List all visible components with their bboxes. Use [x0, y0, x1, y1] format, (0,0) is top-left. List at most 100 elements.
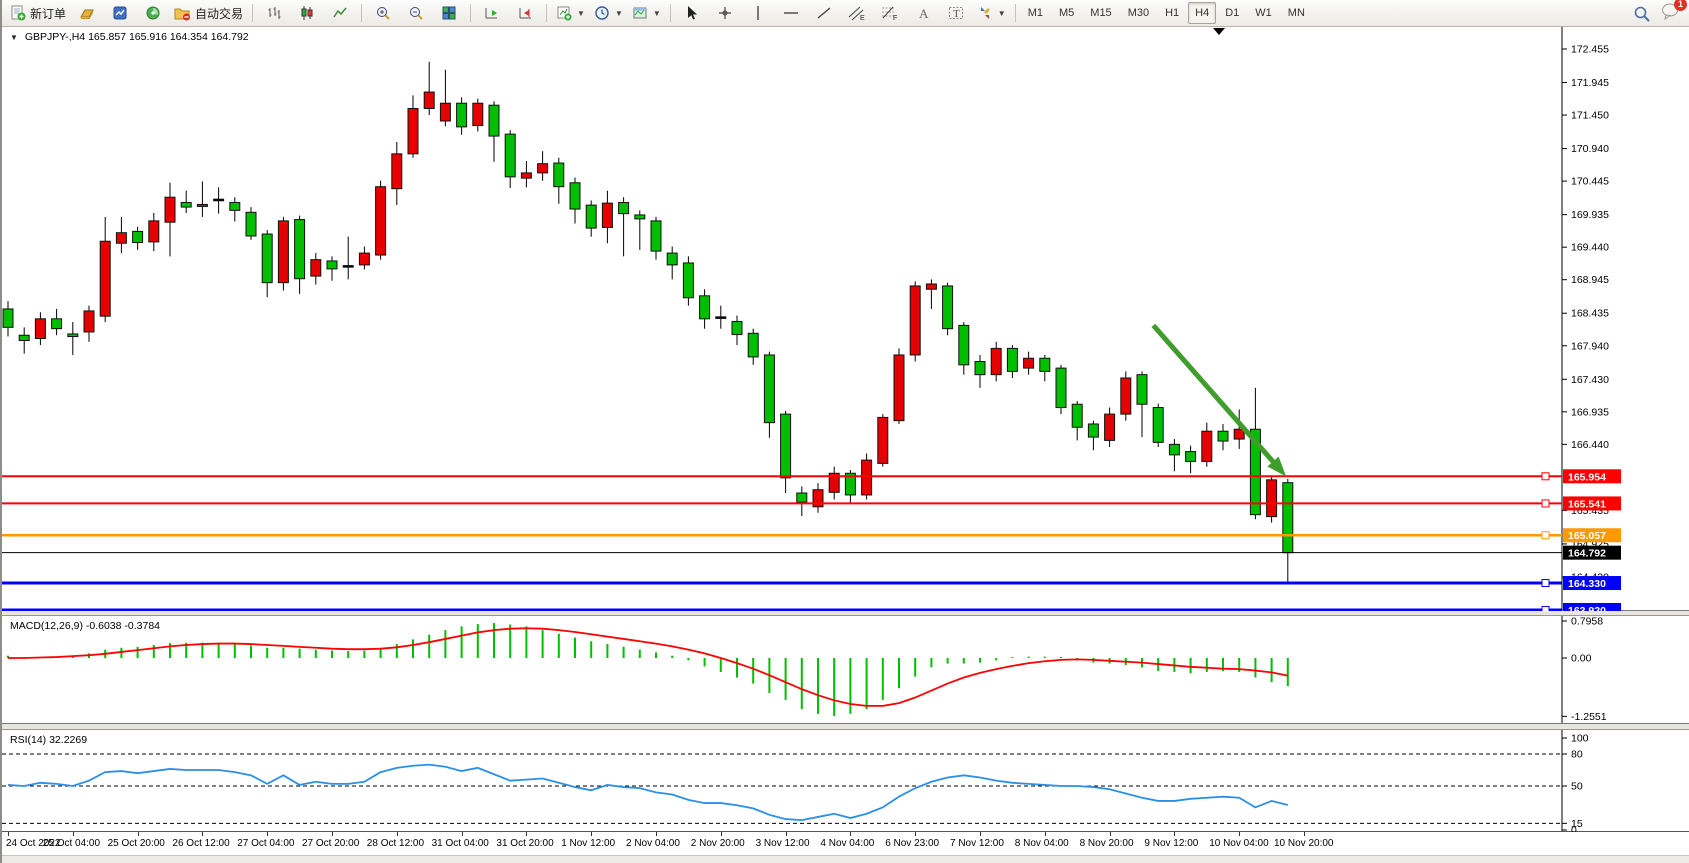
arrows-dropdown[interactable]: ▼: [973, 2, 1010, 24]
candle[interactable]: [132, 226, 144, 250]
candle[interactable]: [148, 212, 160, 252]
candle[interactable]: [828, 466, 840, 500]
candle[interactable]: [423, 61, 435, 116]
candle[interactable]: [439, 69, 451, 127]
candle[interactable]: [699, 289, 711, 329]
line-handle[interactable]: [1541, 499, 1550, 508]
candle[interactable]: [245, 207, 257, 240]
new-chart-dropdown[interactable]: ▼: [552, 2, 589, 24]
candle[interactable]: [407, 95, 419, 158]
time-axis[interactable]: 24 Oct 2022 25 Oct 04:00 25 Oct 20:00 26 Oc…: [2, 832, 1689, 863]
candle[interactable]: [358, 246, 370, 270]
search-icon[interactable]: [1633, 5, 1651, 23]
timeframe-button-H4[interactable]: H4: [1188, 2, 1217, 24]
candle[interactable]: [909, 281, 921, 362]
line-handle[interactable]: [1541, 531, 1550, 540]
candle[interactable]: [2, 301, 14, 337]
data-window-button[interactable]: [104, 2, 136, 24]
price-line-label-165.057[interactable]: 165.057: [1563, 528, 1621, 543]
strategy-tester-button[interactable]: [137, 2, 169, 24]
candle[interactable]: [51, 308, 63, 336]
candle[interactable]: [650, 216, 662, 260]
tile-windows-button[interactable]: [433, 2, 465, 24]
candle[interactable]: [1039, 354, 1051, 382]
notifications-button[interactable]: 1: [1661, 0, 1687, 25]
candle[interactable]: [310, 253, 322, 285]
cursor-button[interactable]: [676, 2, 708, 24]
candle[interactable]: [1152, 403, 1164, 447]
candle[interactable]: [1071, 400, 1083, 441]
chart-shift-marker[interactable]: [1213, 28, 1225, 35]
candle[interactable]: [1087, 420, 1099, 451]
timeframe-button-M1[interactable]: M1: [1027, 7, 1043, 19]
line-handle[interactable]: [1541, 579, 1550, 588]
candle[interactable]: [763, 351, 775, 438]
text-label-button[interactable]: T: [940, 2, 972, 24]
candle[interactable]: [1006, 345, 1018, 378]
auto-scroll-button[interactable]: [476, 2, 508, 24]
candle[interactable]: [180, 190, 192, 213]
candle[interactable]: [537, 151, 549, 181]
price-line-label-164.792[interactable]: 164.792: [1563, 545, 1621, 560]
candle[interactable]: [472, 98, 484, 132]
candle[interactable]: [666, 246, 678, 280]
candle[interactable]: [213, 187, 225, 214]
price-line-label-165.541[interactable]: 165.541: [1563, 496, 1621, 511]
candle[interactable]: [1185, 445, 1197, 474]
candle[interactable]: [682, 256, 694, 306]
timeframe-button-MN[interactable]: MN: [1287, 7, 1305, 19]
periods-dropdown[interactable]: ▼: [590, 2, 627, 24]
candle[interactable]: [67, 322, 79, 355]
candle[interactable]: [261, 230, 273, 298]
candle[interactable]: [342, 236, 354, 280]
crosshair-button[interactable]: [709, 2, 741, 24]
equidistant-channel-button[interactable]: E: [841, 2, 873, 24]
horizontal-line-button[interactable]: [775, 2, 807, 24]
candlestick-chart-button[interactable]: [291, 2, 323, 24]
candle[interactable]: [812, 483, 824, 513]
trend-arrow[interactable]: [1151, 323, 1287, 477]
new-order-button[interactable]: 新订单: [6, 2, 70, 24]
candle[interactable]: [115, 216, 127, 254]
candle[interactable]: [780, 410, 792, 493]
candle[interactable]: [925, 279, 937, 309]
candle[interactable]: [83, 305, 95, 342]
vertical-line-button[interactable]: [742, 2, 774, 24]
candle[interactable]: [196, 181, 208, 217]
bar-chart-button[interactable]: [258, 2, 290, 24]
candle[interactable]: [1055, 364, 1067, 415]
candle[interactable]: [1023, 351, 1035, 375]
timeframe-button-M30[interactable]: M30: [1127, 7, 1150, 19]
candle[interactable]: [715, 305, 727, 329]
macd-canvas[interactable]: 0.7958 0.00 -1.2551: [2, 615, 1689, 723]
candle[interactable]: [634, 210, 646, 250]
candle[interactable]: [1120, 371, 1132, 421]
candle[interactable]: [877, 414, 889, 467]
candle[interactable]: [1168, 439, 1180, 472]
candle[interactable]: [504, 130, 516, 189]
candle[interactable]: [844, 469, 856, 503]
candle[interactable]: [99, 216, 111, 323]
timeframe-button-M5[interactable]: M5: [1059, 7, 1075, 19]
fibonacci-button[interactable]: F: [874, 2, 906, 24]
candle[interactable]: [456, 97, 468, 135]
timeframe-button-W1[interactable]: W1: [1255, 7, 1272, 19]
candle[interactable]: [18, 327, 30, 354]
candle[interactable]: [1233, 409, 1245, 449]
timeframe-button-M15[interactable]: M15: [1090, 7, 1112, 19]
line-chart-button[interactable]: [324, 2, 356, 24]
candle[interactable]: [326, 256, 338, 281]
candle[interactable]: [893, 348, 905, 424]
candle[interactable]: [375, 180, 387, 260]
candle[interactable]: [747, 328, 759, 365]
candle[interactable]: [520, 161, 532, 188]
trendline-button[interactable]: [808, 2, 840, 24]
price-chart-canvas[interactable]: 172.455 171.945 171.450 170.940 170.445 169.9…: [2, 26, 1689, 617]
price-line-label-164.330[interactable]: 164.330: [1563, 576, 1621, 591]
templates-dropdown[interactable]: ▼: [628, 2, 665, 24]
candle[interactable]: [601, 190, 613, 244]
candle[interactable]: [585, 200, 597, 237]
chart-shift-button[interactable]: [509, 2, 541, 24]
candle[interactable]: [731, 315, 743, 346]
timeframe-button-D1[interactable]: D1: [1225, 7, 1240, 19]
